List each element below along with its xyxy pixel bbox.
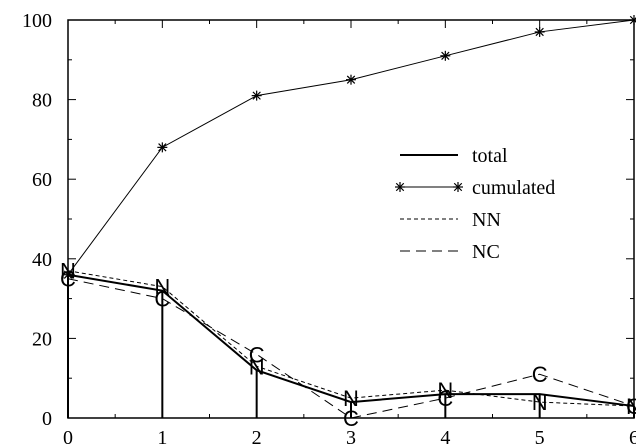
series-line-NN — [67, 270, 635, 407]
star-stroke — [158, 143, 167, 152]
data-point-NN: N — [532, 390, 548, 415]
x-tick-label: 5 — [535, 427, 545, 447]
legend-label: cumulated — [472, 177, 555, 199]
star-stroke — [395, 182, 405, 192]
y-tick-label: 0 — [42, 408, 52, 430]
data-point-star — [157, 142, 168, 153]
y-tick-label: 20 — [32, 328, 52, 350]
star-stroke — [63, 270, 73, 279]
star-stroke — [453, 182, 463, 192]
x-tick-label: 6 — [629, 427, 636, 447]
series-line-cumulated — [67, 19, 635, 276]
data-point-NN: N — [60, 259, 76, 284]
series-line-total — [67, 273, 635, 408]
y-tick-label: 40 — [32, 249, 52, 271]
data-point-star — [534, 26, 545, 37]
data-point-star — [629, 15, 636, 25]
data-point-star — [440, 50, 451, 61]
star-stroke — [629, 17, 636, 25]
legend-label: NN — [472, 209, 501, 231]
legend-label: total — [472, 145, 508, 167]
star-stroke — [346, 75, 356, 84]
star-stroke — [252, 91, 261, 100]
legend-star — [453, 182, 463, 192]
data-point-NN: N — [154, 275, 170, 300]
star-stroke — [535, 27, 544, 37]
impulse-bars — [67, 274, 635, 418]
data-point-star — [346, 74, 356, 85]
data-point-NC: C — [532, 362, 548, 387]
data-point-NN: N — [343, 386, 359, 411]
data-point-NC: C — [343, 406, 359, 431]
y-tick-label: 80 — [32, 90, 52, 112]
data-point-NC: C — [60, 267, 76, 292]
legend-label: NC — [472, 241, 500, 263]
legend-star — [395, 182, 405, 192]
data-point-NN: N — [249, 354, 265, 379]
data-point-star — [251, 90, 262, 101]
x-tick-label: 0 — [63, 427, 73, 447]
data-point-NC: C — [154, 287, 170, 312]
x-tick-label: 3 — [346, 427, 356, 447]
x-tick-label: 1 — [157, 427, 167, 447]
data-point-NC: C — [249, 342, 265, 367]
data-point-NN: N — [437, 378, 453, 403]
data-point-NN: N — [626, 394, 636, 419]
data-point-NC: C — [437, 386, 453, 411]
x-tick-label: 2 — [252, 427, 262, 447]
y-tick-label: 60 — [32, 169, 52, 191]
legend: total cumulated NN NC — [395, 145, 555, 263]
y-tick-label: 100 — [22, 10, 52, 32]
star-stroke — [441, 51, 450, 60]
x-tick-label: 4 — [440, 427, 450, 447]
series-line-NC — [67, 278, 635, 419]
data-point-star — [63, 269, 73, 280]
data-point-NC: C — [626, 394, 636, 419]
